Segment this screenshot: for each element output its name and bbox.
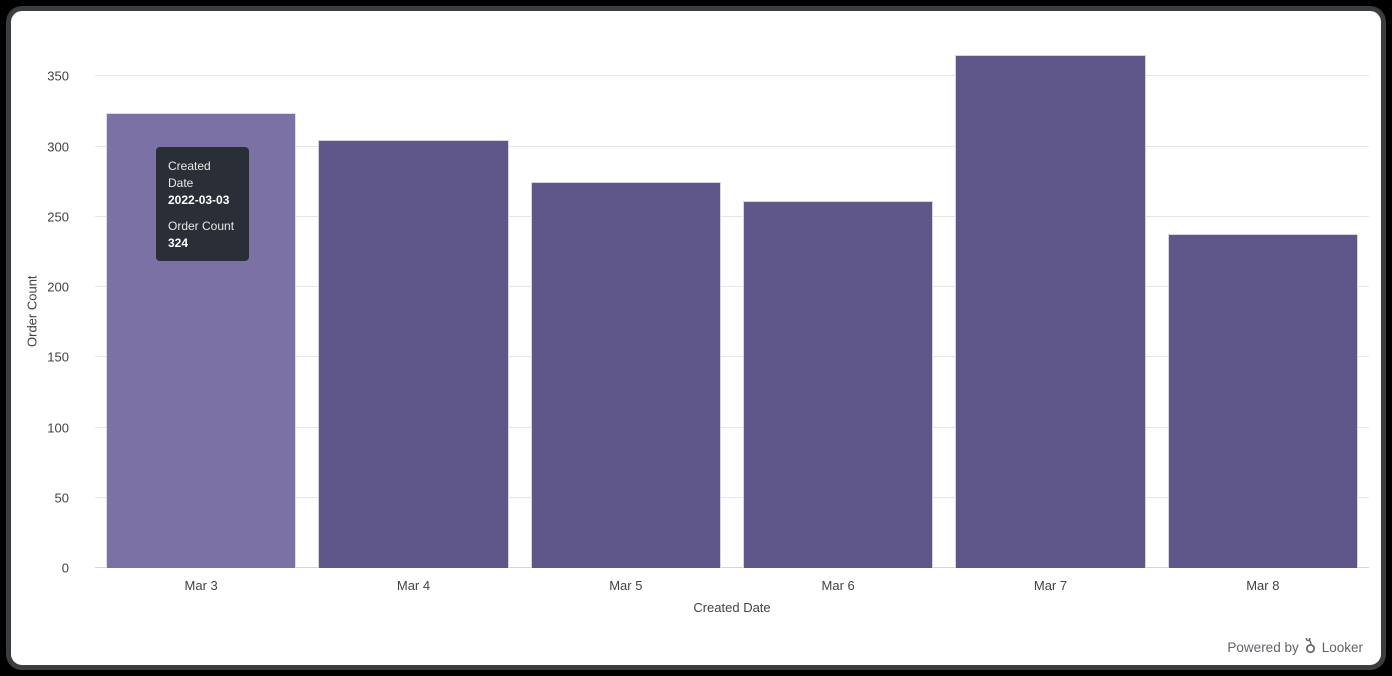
x-tick-label: Mar 6 <box>821 578 855 593</box>
bar-mar-5[interactable] <box>530 181 722 568</box>
x-axis-baseline <box>95 567 1369 568</box>
gridline <box>95 426 1369 428</box>
bar-column <box>1157 54 1369 568</box>
bar-mar-8[interactable] <box>1167 233 1359 568</box>
looker-brand-text: Looker <box>1321 640 1363 655</box>
gridline <box>95 286 1369 288</box>
y-axis: 0 50 100 150 200 250 300 350 <box>11 54 95 576</box>
x-axis-title: Created Date <box>693 600 771 615</box>
y-tick-label: 250 <box>47 209 69 225</box>
powered-by-looker[interactable]: Powered by Looker <box>1227 636 1363 657</box>
x-tick-label: Mar 7 <box>1033 578 1068 593</box>
y-tick-label: 150 <box>47 349 69 365</box>
x-tick-label: Mar 5 <box>609 578 643 593</box>
gridline <box>95 215 1369 217</box>
bar-mar-7[interactable] <box>955 55 1146 568</box>
bar-column <box>95 54 307 568</box>
x-tick-label: Mar 3 <box>184 578 218 593</box>
y-tick-label: 200 <box>47 279 69 295</box>
bar-column <box>307 54 519 568</box>
gridline <box>95 356 1369 358</box>
y-tick-label: 0 <box>61 560 69 576</box>
looker-logo-icon <box>1304 636 1317 657</box>
y-tick-label: 350 <box>47 68 69 84</box>
bar-column <box>944 54 1156 568</box>
y-tick-label: 100 <box>47 420 69 436</box>
y-tick-label: 300 <box>47 139 69 155</box>
x-tick-label: Mar 4 <box>396 578 431 593</box>
bar-column <box>732 54 944 568</box>
bar-mar-3[interactable] <box>105 112 297 568</box>
gridline <box>95 75 1369 77</box>
powered-by-text: Powered by <box>1227 640 1299 655</box>
bar-chart-plot-area <box>95 54 1369 568</box>
bar-column <box>520 54 732 568</box>
bar-series <box>95 54 1369 568</box>
bar-mar-6[interactable] <box>742 201 934 568</box>
gridline <box>95 145 1369 147</box>
y-tick-label: 50 <box>54 490 69 506</box>
x-axis: Mar 3 Mar 4 Mar 5 Mar 6 Mar 7 Mar 8 <box>95 578 1369 596</box>
bar-mar-4[interactable] <box>318 139 509 568</box>
gridline <box>95 496 1369 498</box>
x-tick-label: Mar 8 <box>1246 578 1280 593</box>
